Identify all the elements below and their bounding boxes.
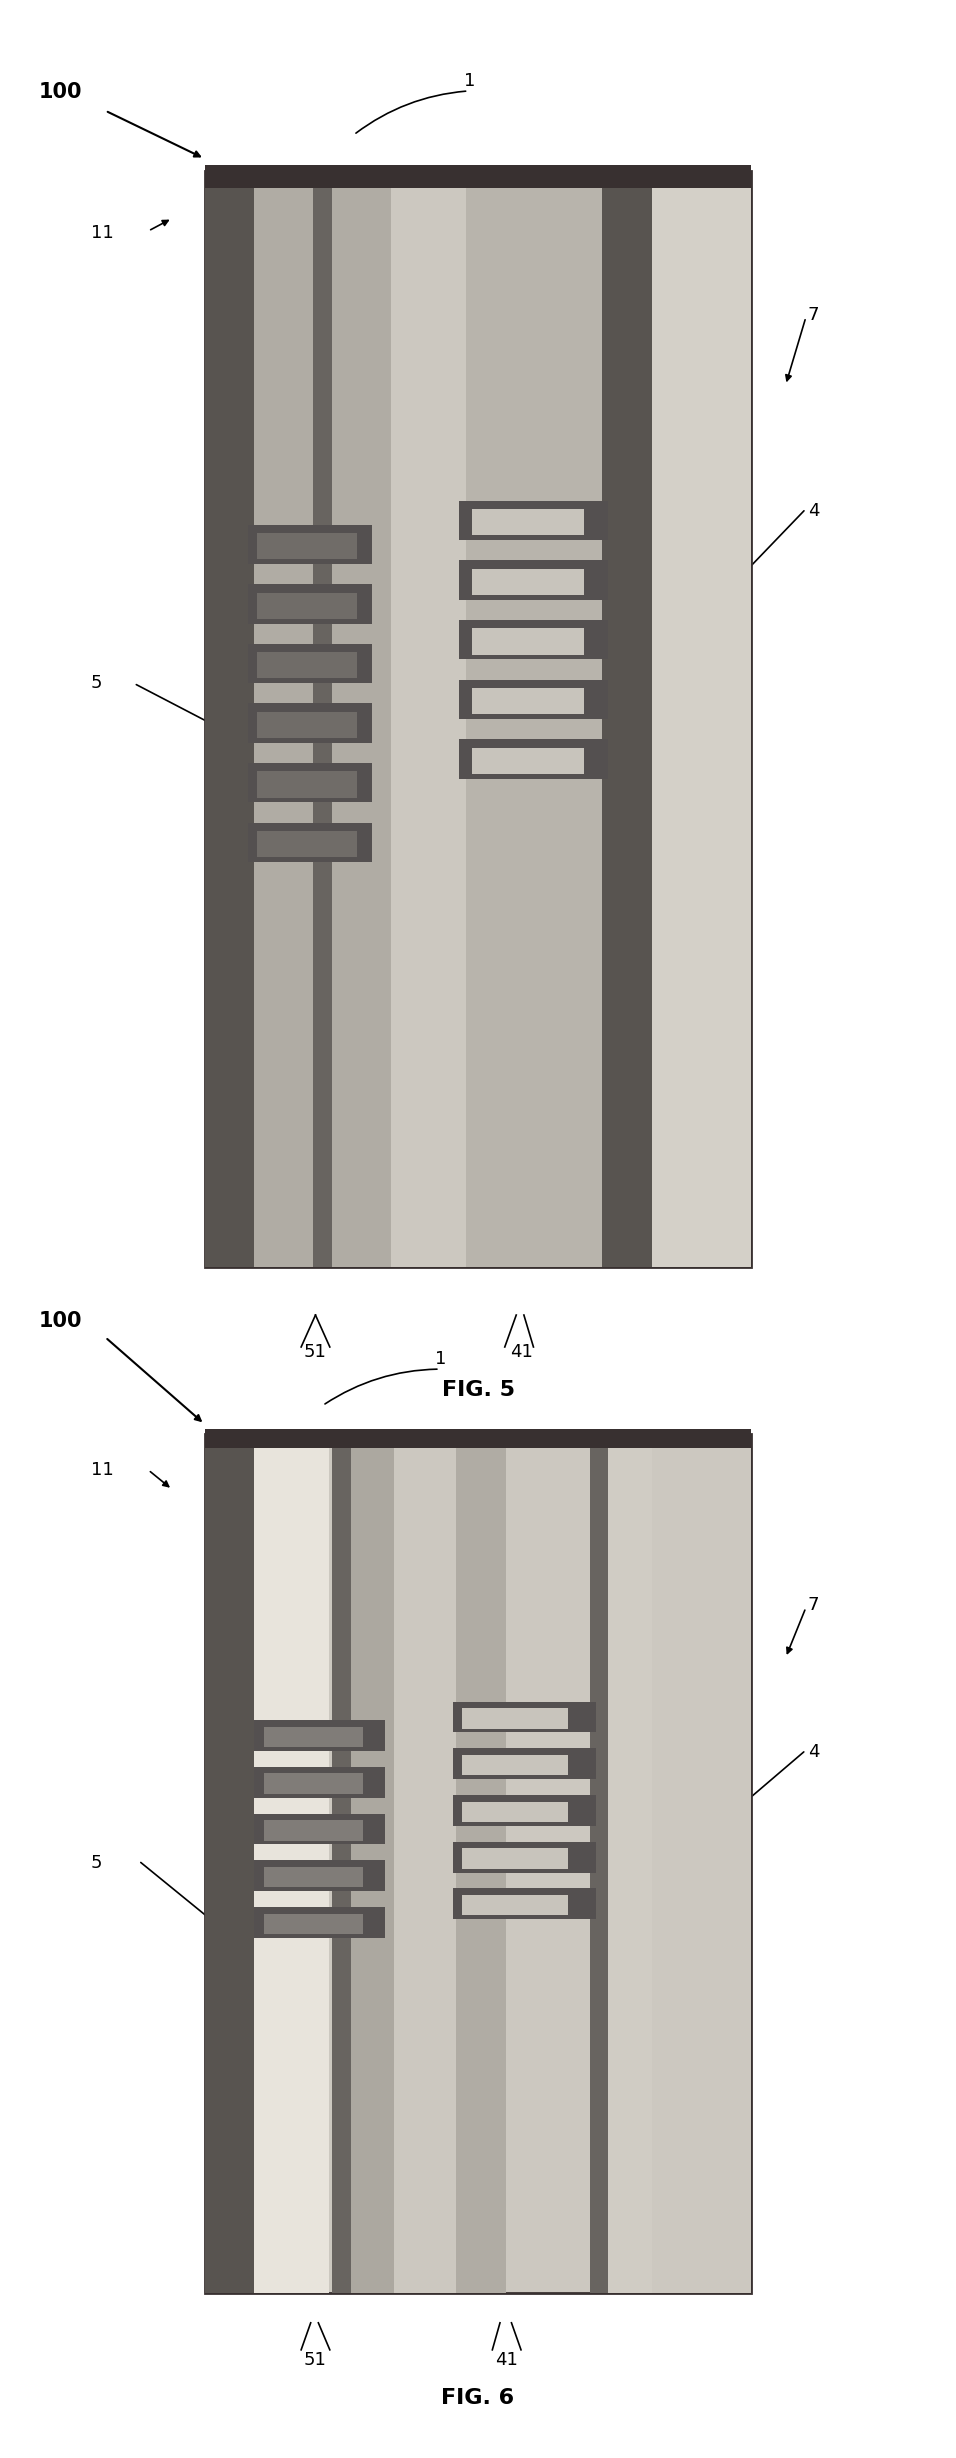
Bar [264,1728,363,1748]
Bar [463,1755,568,1775]
Bar [248,703,372,742]
Bar [264,1775,363,1794]
Bar [456,1433,506,2293]
Bar [205,170,751,1268]
Bar [205,1428,751,1448]
Bar [205,1433,751,2293]
Text: 7: 7 [808,305,819,324]
Text: FIG. 6: FIG. 6 [442,2387,514,2409]
Bar [590,1433,608,2293]
Bar [471,509,583,536]
Bar [264,1915,363,1934]
Bar [394,1433,456,2293]
Bar [257,831,357,858]
Bar [608,1433,652,2293]
Bar [254,1907,384,1937]
Bar [254,1767,384,1797]
Bar [332,1433,351,2293]
Bar [257,533,357,560]
Text: 5: 5 [91,1853,102,1873]
Bar [453,1841,597,1873]
Bar [459,560,608,600]
Bar [205,1433,254,2293]
Bar [459,619,608,659]
Bar [459,740,608,779]
Bar [471,629,583,654]
Text: 11: 11 [91,1460,114,1480]
Bar [466,170,602,1268]
Text: 100: 100 [38,1310,82,1332]
Bar [453,1701,597,1733]
Bar [463,1895,568,1915]
Bar [254,1721,384,1750]
Bar [453,1888,597,1920]
Text: 1: 1 [435,1349,446,1369]
Text: 1: 1 [464,71,475,91]
Bar [257,651,357,678]
Bar [248,644,372,683]
Bar [257,713,357,737]
Bar [254,1814,384,1844]
Bar [471,688,583,715]
Bar [205,165,751,182]
Bar [391,170,466,1268]
Bar [254,1861,384,1890]
Bar [205,165,751,189]
Bar [257,772,357,799]
Text: 5: 5 [91,673,102,693]
Text: 41: 41 [495,2350,518,2370]
Bar [463,1802,568,1821]
Bar [602,170,652,1268]
Bar [314,170,332,1268]
Bar [248,823,372,863]
Bar [264,1868,363,1888]
Text: 7: 7 [808,1595,819,1615]
Bar [205,170,254,1268]
Bar [652,1433,751,2293]
Text: FIG. 5: FIG. 5 [442,1379,514,1401]
Text: 51: 51 [304,2350,327,2370]
Text: 51: 51 [304,1342,327,1362]
Text: 100: 100 [38,81,82,103]
Bar [459,501,608,541]
Bar [463,1708,568,1728]
Text: 41: 41 [510,1342,532,1362]
Bar [248,762,372,801]
Bar [254,1433,329,2293]
Bar [471,747,583,774]
Text: 4: 4 [808,501,819,521]
Bar [652,170,751,1268]
Bar [264,1821,363,1841]
Bar [257,592,357,619]
Text: 4: 4 [808,1743,819,1762]
Bar [471,568,583,595]
Bar [248,585,372,624]
Text: 11: 11 [91,224,114,243]
Bar [254,170,391,1268]
Bar [351,1433,394,2293]
Bar [463,1848,568,1868]
Bar [453,1794,597,1826]
Bar [459,678,608,720]
Bar [453,1748,597,1780]
Bar [248,524,372,563]
